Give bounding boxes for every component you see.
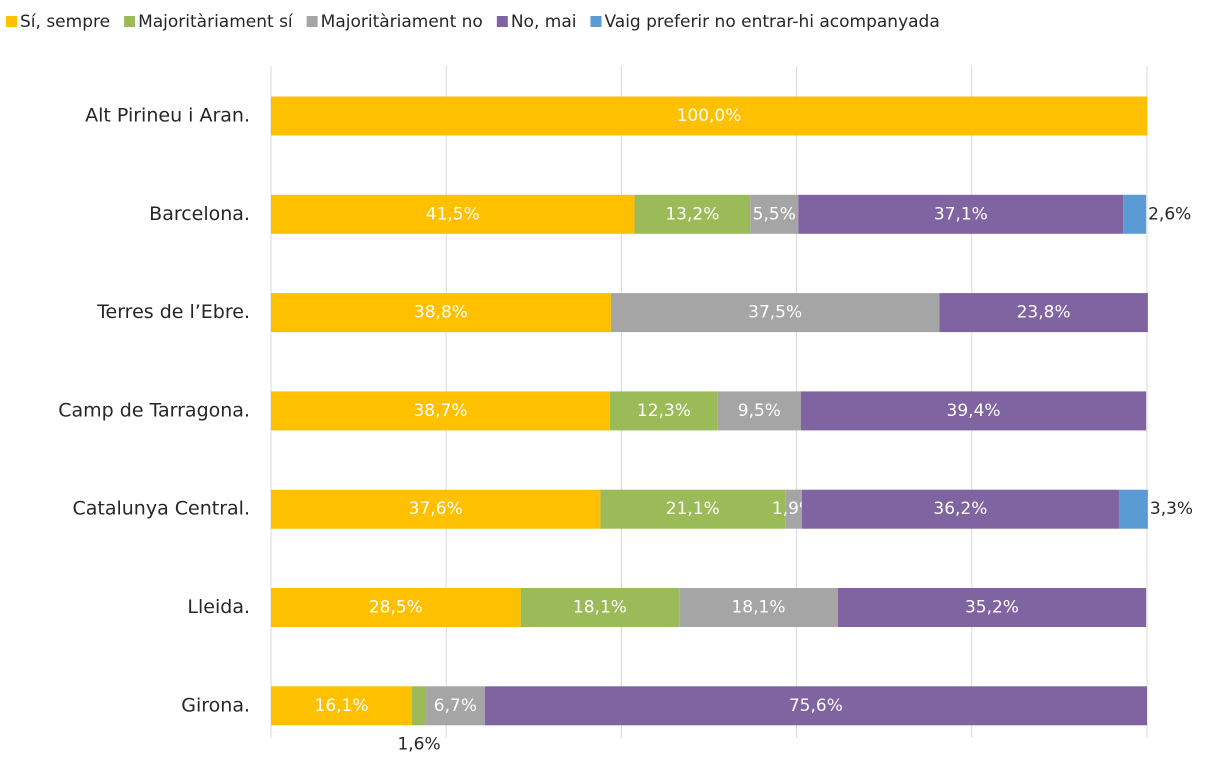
data-label: 75,6% — [789, 696, 843, 716]
data-label: 12,3% — [637, 401, 691, 421]
data-label: 37,1% — [934, 204, 988, 224]
bar-segment — [271, 391, 611, 431]
data-label: 41,5% — [426, 204, 480, 224]
data-label: 6,7% — [434, 696, 477, 716]
data-label: 18,1% — [573, 598, 627, 618]
bar-segment — [271, 293, 611, 333]
category-label: Lleida. — [187, 596, 250, 618]
data-label: 21,1% — [666, 499, 720, 519]
bar-segment — [717, 391, 801, 431]
bar-segment — [800, 391, 1147, 431]
bar-segment — [412, 686, 427, 726]
legend-swatch — [590, 16, 602, 27]
category-label: Girona. — [181, 694, 250, 716]
legend-swatch — [124, 16, 136, 27]
legend-swatch — [306, 16, 318, 27]
data-label: 13,2% — [665, 204, 719, 224]
bar-segment — [939, 293, 1148, 333]
legend-label: Sí, sempre — [20, 12, 110, 32]
bar-segment — [271, 686, 413, 726]
data-label: 39,4% — [947, 401, 1001, 421]
bar-segment — [1118, 489, 1148, 529]
bar-segment — [801, 489, 1119, 529]
bar-segment — [610, 293, 940, 333]
bar-segment — [679, 588, 838, 627]
category-label: Catalunya Central. — [72, 498, 250, 520]
bar-segment — [1123, 194, 1147, 234]
data-label: 2,6% — [1148, 204, 1191, 224]
data-label: 16,1% — [315, 696, 369, 716]
data-label: 23,8% — [1017, 303, 1071, 323]
bar-segment — [520, 588, 680, 627]
bar-segment — [271, 489, 601, 529]
legend-swatch — [6, 16, 17, 27]
data-label: 1,6% — [397, 734, 440, 754]
data-label: 36,2% — [933, 499, 987, 519]
category-label: Barcelona. — [149, 203, 250, 225]
category-label: Camp de Tarragona. — [58, 399, 250, 421]
data-label: 100,0% — [677, 106, 742, 126]
data-label: 37,6% — [409, 499, 463, 519]
data-label: 28,5% — [369, 598, 423, 618]
legend-label: Majoritàriament sí — [138, 12, 294, 32]
data-label: 38,7% — [413, 401, 467, 421]
category-label: Alt Pirineu i Aran. — [85, 105, 250, 127]
bar-segment — [785, 489, 802, 529]
data-label: 38,8% — [414, 303, 468, 323]
data-label: 9,5% — [738, 401, 781, 421]
data-label: 35,2% — [965, 598, 1019, 618]
data-label: 3,3% — [1150, 499, 1193, 519]
bar-segment — [750, 194, 799, 234]
legend-label: Vaig preferir no entrar-hi acompanyada — [604, 12, 939, 32]
data-label: 18,1% — [731, 598, 785, 618]
bar-segment — [837, 588, 1147, 627]
bar-segment — [426, 686, 485, 726]
bar-segment — [634, 194, 751, 234]
bar-segment — [600, 489, 786, 529]
data-label: 37,5% — [748, 303, 802, 323]
bar-segment — [484, 686, 1147, 726]
category-label: Terres de l’Ebre. — [96, 301, 250, 323]
bar-segment — [798, 194, 1124, 234]
bar-segment — [271, 96, 1147, 136]
legend-label: Majoritàriament no — [321, 12, 483, 32]
data-label: 5,5% — [753, 204, 796, 224]
bar-segment — [271, 194, 635, 234]
legend-swatch — [496, 16, 508, 27]
bar-segment — [271, 588, 521, 627]
bar-segment — [610, 391, 718, 431]
legend-label: No, mai — [511, 12, 577, 32]
